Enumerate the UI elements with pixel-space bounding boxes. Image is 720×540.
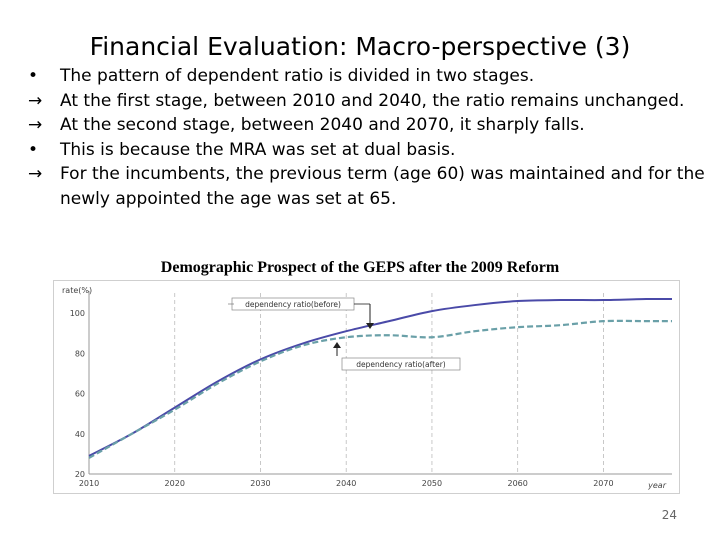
arrow-marker: → (28, 164, 43, 184)
chart-svg: 2010 2020 2030 2040 2050 2060 207020406080100r… (62, 286, 673, 490)
arrow-marker: → (28, 90, 43, 111)
x-tick-label: 2070 (593, 479, 613, 488)
bullet-item: • The pattern of dependent ratio is divi… (28, 64, 708, 89)
bullet-marker: • (28, 66, 39, 86)
bullet-item: • This is because the MRA was set at dua… (28, 138, 708, 163)
bullet-text: This is because the MRA was set at dual … (60, 139, 456, 160)
series-line-after (88, 319, 672, 459)
bullet-text: The pattern of dependent ratio is divide… (60, 66, 535, 86)
y-tick-label: 100 (70, 309, 85, 318)
arrow-marker: → (28, 115, 43, 135)
bullet-item: → At the first stage, between 2010 and 2… (28, 89, 708, 114)
chart-frame: 2010 2020 2030 2040 2050 2060 2070 20 40 60 80 100 r… (53, 280, 680, 494)
bullet-text: At the first stage, between 2010 and 204… (60, 90, 685, 111)
series-line-before (88, 297, 673, 457)
x-tick-label: 2050 (422, 479, 442, 488)
chart-title: Demographic Prospect of the GEPS after t… (160, 259, 560, 276)
bullet-marker: • (28, 139, 39, 160)
y-tick-label: 40 (75, 430, 85, 439)
y-tick-label: 20 (75, 470, 85, 479)
annotation-label-after: dependency ratio(after) (356, 360, 446, 369)
x-tick-label: 2060 (507, 479, 527, 488)
page-number: 24 (661, 508, 677, 522)
slide-title: Financial Evaluation: Macro-perspective … (89, 32, 631, 61)
y-axis-label: rate(%) (62, 286, 92, 295)
bullet-item: → At the second stage, between 2040 and … (28, 113, 708, 138)
arrowhead-icon (366, 323, 374, 329)
bullet-item: → For the incumbents, the previous term … (28, 162, 708, 211)
x-tick-label: 2030 (250, 479, 270, 488)
x-tick-label: 2020 (165, 479, 185, 488)
annotation-box-after (341, 357, 461, 371)
annotation-label-before: dependency ratio(before) (245, 300, 341, 309)
y-tick-label: 80 (75, 349, 85, 358)
arrowhead-icon (333, 342, 341, 348)
x-tick-label: 2040 (336, 479, 356, 488)
bullet-text: For the incumbents, the previous term (a… (60, 164, 705, 209)
x-tick-label: 2010 (79, 479, 99, 488)
bullet-text: At the second stage, between 2040 and 20… (60, 115, 585, 135)
x-axis-label: year (647, 481, 667, 490)
bullet-list: • The pattern of dependent ratio is divi… (28, 64, 708, 211)
y-tick-label: 60 (75, 390, 85, 399)
